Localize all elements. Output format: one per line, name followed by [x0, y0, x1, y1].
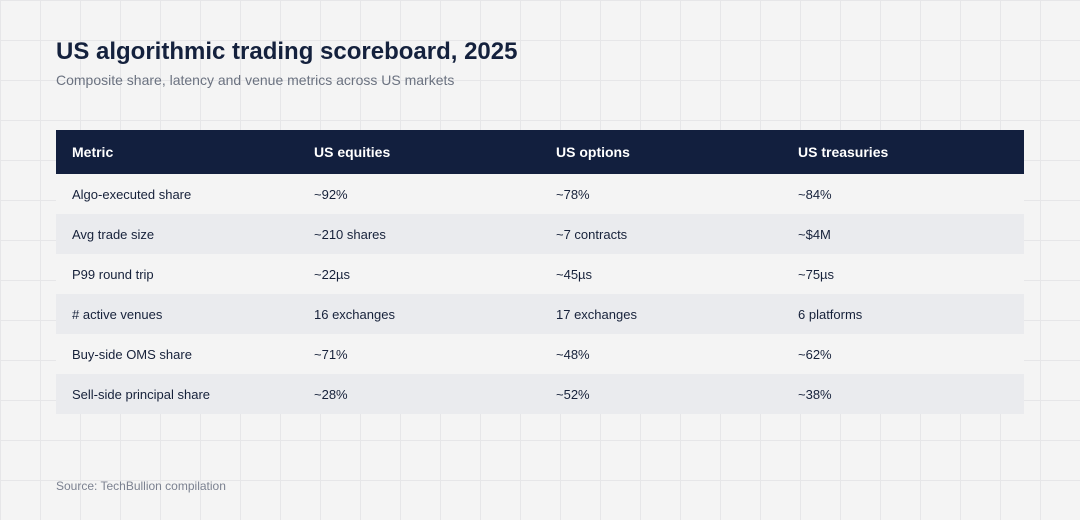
table-row: Buy-side OMS share ~71% ~48% ~62%	[56, 334, 1024, 374]
chart-subtitle: Composite share, latency and venue metri…	[56, 72, 455, 88]
table-row: Algo-executed share ~92% ~78% ~84%	[56, 174, 1024, 214]
table-cell: Buy-side OMS share	[56, 334, 298, 374]
table-cell: 17 exchanges	[540, 294, 782, 334]
table-cell: Algo-executed share	[56, 174, 298, 214]
chart-title: US algorithmic trading scoreboard, 2025	[56, 38, 518, 65]
source-note: Source: TechBullion compilation	[56, 479, 226, 493]
table-cell: ~84%	[782, 174, 1024, 214]
table-cell: 6 platforms	[782, 294, 1024, 334]
column-header-us-treasuries: US treasuries	[782, 130, 1024, 174]
table-body: Algo-executed share ~92% ~78% ~84% Avg t…	[56, 174, 1024, 414]
table-row: Sell-side principal share ~28% ~52% ~38%	[56, 374, 1024, 414]
table-cell: ~62%	[782, 334, 1024, 374]
table-cell: ~22µs	[298, 254, 540, 294]
table-cell: Avg trade size	[56, 214, 298, 254]
header-row: Metric US equities US options US treasur…	[56, 130, 1024, 174]
table-cell: ~7 contracts	[540, 214, 782, 254]
table-cell: ~75µs	[782, 254, 1024, 294]
table-cell: ~38%	[782, 374, 1024, 414]
table-header: Metric US equities US options US treasur…	[56, 130, 1024, 174]
table-row: P99 round trip ~22µs ~45µs ~75µs	[56, 254, 1024, 294]
table-cell: 16 exchanges	[298, 294, 540, 334]
column-header-metric: Metric	[56, 130, 298, 174]
column-header-us-equities: US equities	[298, 130, 540, 174]
table-row: Avg trade size ~210 shares ~7 contracts …	[56, 214, 1024, 254]
scoreboard-table: Metric US equities US options US treasur…	[56, 130, 1024, 414]
table-cell: ~45µs	[540, 254, 782, 294]
table-cell: # active venues	[56, 294, 298, 334]
table-cell: ~48%	[540, 334, 782, 374]
table-cell: ~78%	[540, 174, 782, 214]
table-row: # active venues 16 exchanges 17 exchange…	[56, 294, 1024, 334]
column-header-us-options: US options	[540, 130, 782, 174]
table-cell: Sell-side principal share	[56, 374, 298, 414]
table-cell: P99 round trip	[56, 254, 298, 294]
table-cell: ~92%	[298, 174, 540, 214]
table-cell: ~210 shares	[298, 214, 540, 254]
table-cell: ~$4M	[782, 214, 1024, 254]
table-cell: ~71%	[298, 334, 540, 374]
table-cell: ~28%	[298, 374, 540, 414]
table-cell: ~52%	[540, 374, 782, 414]
